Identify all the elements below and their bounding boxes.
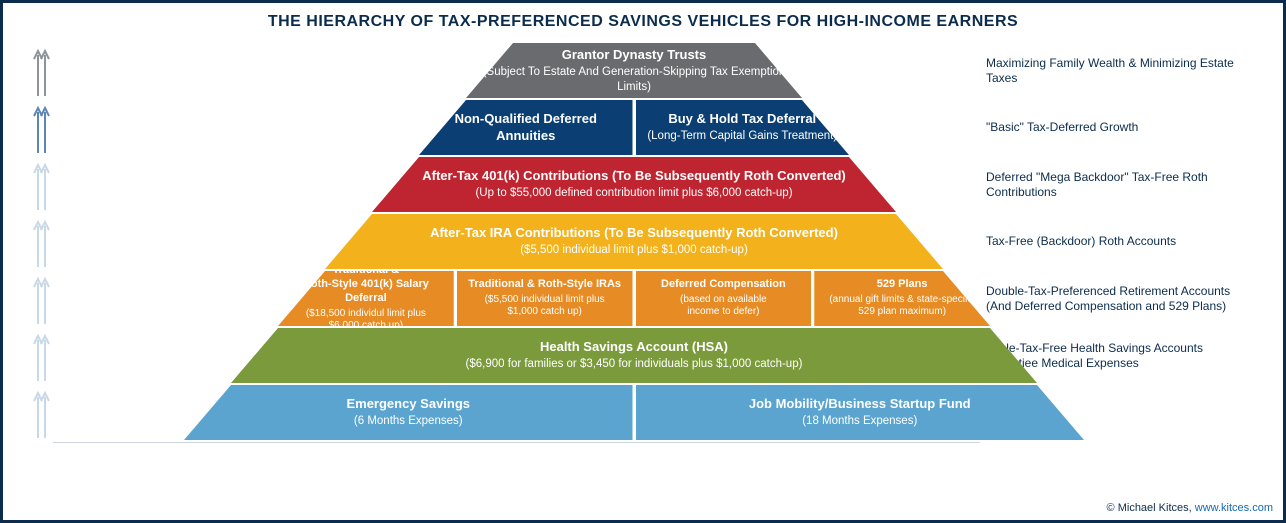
tier-inner: Health Savings Account (HSA) ($6,900 for …	[231, 328, 1037, 383]
pyramid: Maximizing Family Wealth & Minimizing Es…	[53, 43, 1265, 490]
box-title: Emergency Savings	[346, 396, 470, 412]
arrow-column	[15, 43, 49, 490]
tier-1: Emergency Savings (6 Months Expenses) Job …	[53, 385, 1265, 440]
box-subtitle: (annual gift limits & state-specific 529…	[829, 294, 975, 319]
tier-inner: Non-Qualified Deferred Annuities Buy & Ho…	[419, 100, 849, 155]
box-title: Job Mobility/Business Startup Fund	[749, 396, 971, 412]
page-title: THE HIERARCHY OF TAX-PREFERENCED SAVINGS…	[3, 3, 1283, 37]
tier-5: After-Tax 401(k) Contributions (To Be Su…	[53, 157, 1265, 212]
box-title: After-Tax 401(k) Contributions (To Be Su…	[422, 168, 845, 184]
box-title: Traditional & Roth-Style 401(k) Salary D…	[288, 264, 444, 305]
box-subtitle: ($6,900 for families or $3,450 for indiv…	[466, 357, 803, 371]
box-subtitle: (Up to $55,000 defined contribution limi…	[475, 186, 792, 200]
tier-inner: Traditional & Roth-Style 401(k) Salary D…	[278, 271, 990, 326]
box-subtitle: (Subject To Estate And Generation-Skippi…	[476, 65, 792, 94]
tier-inner: After-Tax IRA Contributions (To Be Subse…	[325, 214, 943, 269]
box-title: 529 Plans	[877, 278, 928, 292]
tier-box: After-Tax IRA Contributions (To Be Subse…	[325, 214, 943, 269]
credit-prefix: © Michael Kitces,	[1107, 502, 1195, 514]
infographic-frame: THE HIERARCHY OF TAX-PREFERENCED SAVINGS…	[0, 0, 1286, 523]
tier-box: Deferred Compensation (based on available…	[636, 271, 812, 326]
tier-box: Traditional & Roth-Style IRAs ($5,500 ind…	[457, 271, 633, 326]
box-title: Health Savings Account (HSA)	[540, 339, 728, 355]
divider-rule	[53, 442, 980, 443]
box-subtitle: ($5,500 individual limit plus $1,000 cat…	[485, 294, 605, 319]
tier-6: Non-Qualified Deferred Annuities Buy & Ho…	[53, 100, 1265, 155]
box-subtitle: (18 Months Expenses)	[802, 414, 917, 428]
tier-box: Buy & Hold Tax Deferral (Long-Term Capita…	[636, 100, 850, 155]
tier-box: Traditional & Roth-Style 401(k) Salary D…	[278, 271, 454, 326]
box-title: Buy & Hold Tax Deferral	[668, 111, 816, 127]
tier-7: Grantor Dynasty Trusts (Subject To Estate…	[53, 43, 1265, 98]
box-title: Grantor Dynasty Trusts	[562, 47, 707, 63]
tier-inner: Grantor Dynasty Trusts (Subject To Estate…	[466, 43, 802, 98]
box-title: Non-Qualified Deferred Annuities	[429, 111, 623, 144]
tier-box: Grantor Dynasty Trusts (Subject To Estate…	[466, 43, 802, 98]
tier-inner: Emergency Savings (6 Months Expenses) Job …	[184, 385, 1084, 440]
box-subtitle: (based on available income to defer)	[680, 294, 767, 319]
tier-box: Job Mobility/Business Startup Fund (18 Mo…	[636, 385, 1085, 440]
tier-inner: After-Tax 401(k) Contributions (To Be Su…	[372, 157, 896, 212]
box-title: Traditional & Roth-Style IRAs	[468, 278, 621, 292]
tier-box: After-Tax 401(k) Contributions (To Be Su…	[372, 157, 896, 212]
box-subtitle: ($5,500 individual limit plus $1,000 cat…	[520, 243, 748, 257]
tier-box: Emergency Savings (6 Months Expenses)	[184, 385, 633, 440]
tier-box: Non-Qualified Deferred Annuities	[419, 100, 633, 155]
tier-box: 529 Plans (annual gift limits & state-spe…	[814, 271, 990, 326]
box-subtitle: (6 Months Expenses)	[354, 414, 463, 428]
tier-box: Health Savings Account (HSA) ($6,900 for …	[231, 328, 1037, 383]
tier-3: Traditional & Roth-Style 401(k) Salary D…	[53, 271, 1265, 326]
credit-link[interactable]: www.kitces.com	[1195, 502, 1273, 514]
credit-line: © Michael Kitces, www.kitces.com	[1107, 502, 1273, 514]
box-subtitle: (Long-Term Capital Gains Treatment)	[647, 129, 837, 143]
box-title: After-Tax IRA Contributions (To Be Subse…	[430, 225, 838, 241]
tier-2: Health Savings Account (HSA) ($6,900 for …	[53, 328, 1265, 383]
box-title: Deferred Compensation	[661, 278, 786, 292]
tier-4: After-Tax IRA Contributions (To Be Subse…	[53, 214, 1265, 269]
